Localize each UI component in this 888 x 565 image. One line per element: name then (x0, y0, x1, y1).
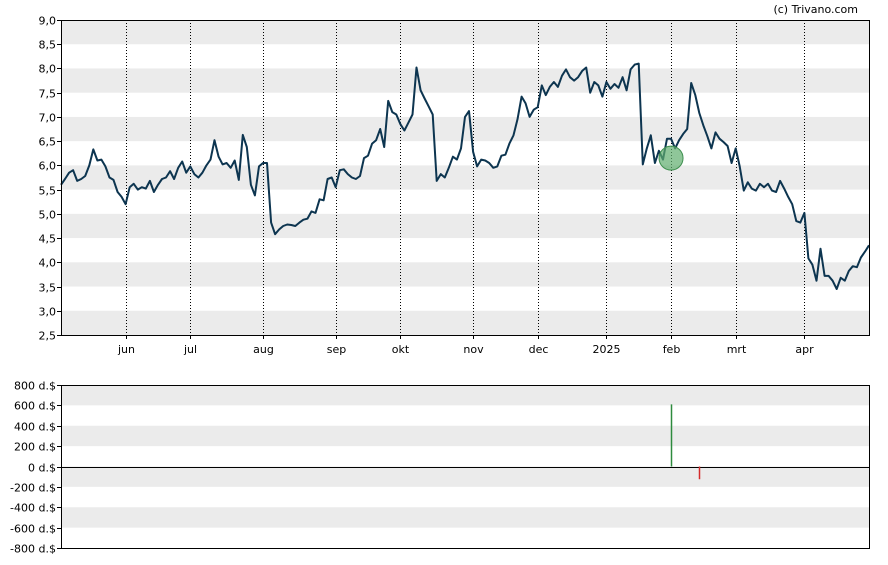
x-tick-label: okt (392, 343, 410, 356)
price-band (61, 262, 869, 287)
volume-y-tick-label: -400 d.$ (10, 502, 56, 515)
credit-text: (c) Trivano.com (773, 3, 858, 16)
price-band (61, 20, 869, 45)
y-tick-label: 5,0 (39, 209, 57, 222)
x-tick-label: 2025 (593, 343, 621, 356)
volume-band (61, 385, 869, 406)
volume-y-tick-label: -600 d.$ (10, 523, 56, 536)
y-tick-label: 7,5 (39, 88, 57, 101)
y-tick-label: 8,0 (39, 63, 57, 76)
price-markers (658, 145, 684, 171)
volume-band (61, 507, 869, 528)
x-tick-label: apr (795, 343, 814, 356)
y-tick-label: 2,5 (39, 330, 57, 343)
volume-y-tick-label: -800 d.$ (10, 543, 56, 556)
volume-band (61, 425, 869, 447)
y-tick-label: 5,5 (39, 185, 57, 198)
price-band (61, 310, 869, 335)
volume-y-tick-label: -200 d.$ (10, 482, 56, 495)
y-tick-label: 4,0 (39, 257, 57, 270)
price-band (61, 165, 869, 190)
volume-y-tick-label: 400 d.$ (14, 421, 56, 434)
price-bands (61, 20, 869, 335)
y-tick-label: 6,0 (39, 160, 57, 173)
price-x-axis: jun jul aug sep okt nov dec 2025 feb mrt apr (117, 335, 814, 356)
x-tick-label: dec (529, 343, 549, 356)
y-tick-label: 8,5 (39, 39, 57, 52)
y-tick-label: 3,5 (39, 282, 57, 295)
price-frame (61, 20, 870, 336)
price-line (60, 62, 870, 290)
price-band (61, 213, 869, 239)
volume-y-tick-label: 600 d.$ (14, 400, 56, 413)
y-tick-label: 4,5 (39, 233, 57, 246)
x-tick-label: feb (663, 343, 681, 356)
x-tick-label: aug (253, 343, 274, 356)
x-tick-label: mrt (727, 343, 747, 356)
volume-bars (670, 404, 701, 480)
x-tick-label: jul (183, 343, 197, 356)
price-band (61, 68, 869, 93)
x-tick-label: jun (117, 343, 135, 356)
volume-y-tick-label: 0 d.$ (28, 462, 56, 475)
volume-y-tick-label: 800 d.$ (14, 380, 56, 393)
volume-band (61, 466, 869, 487)
y-tick-label: 7,0 (39, 112, 57, 125)
volume-y-axis: 800 d.$ 600 d.$ 400 d.$ 200 d.$ 0 d.$ -200 d.… (10, 380, 61, 556)
y-tick-label: 3,0 (39, 306, 57, 319)
price-y-axis: 2,5 3,0 3,5 4,0 4,5 5,0 5,5 6,0 6,5 7,0 7,5 8,0 8,5 9… (39, 15, 61, 343)
y-tick-label: 9,0 (39, 15, 57, 28)
x-tick-label: sep (327, 343, 346, 356)
transaction-marker (658, 145, 684, 171)
y-tick-label: 6,5 (39, 136, 57, 149)
volume-frame (61, 385, 870, 549)
volume-y-tick-label: 200 d.$ (14, 441, 56, 454)
x-tick-label: nov (463, 343, 484, 356)
volume-bands (61, 385, 869, 528)
